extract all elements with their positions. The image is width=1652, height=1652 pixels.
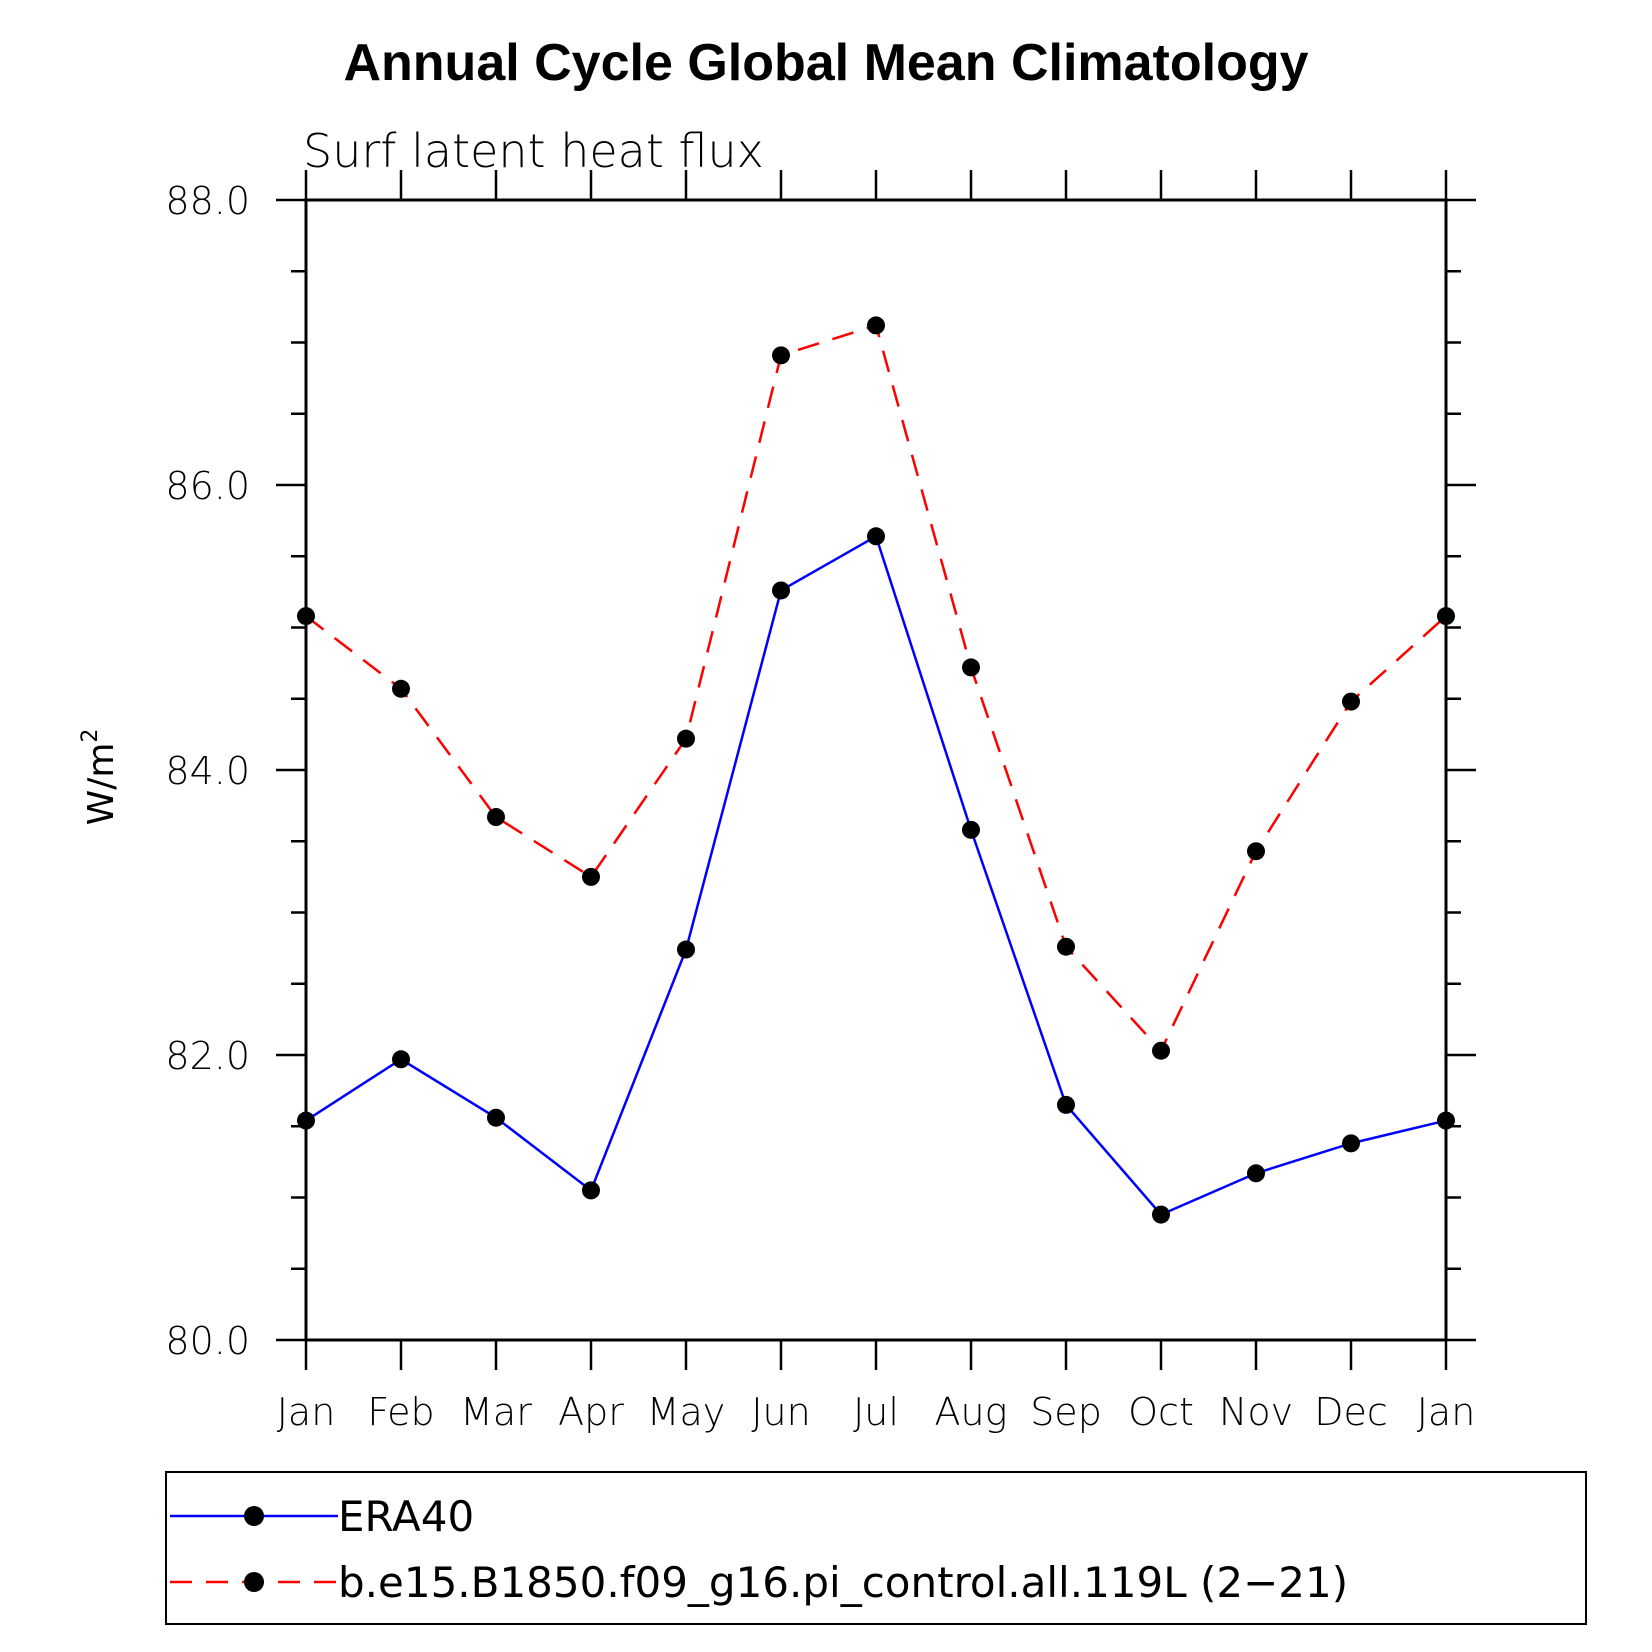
data-point-s1-8	[1057, 938, 1075, 956]
chart: Annual Cycle Global Mean Climatology Sur…	[0, 0, 1652, 1652]
x-tick-label: Jan	[277, 1390, 336, 1434]
data-point-s1-9	[1152, 1042, 1170, 1060]
data-point-s1-11	[1342, 693, 1360, 711]
x-tick-label: Jun	[751, 1390, 810, 1434]
data-point-s0-11	[1342, 1134, 1360, 1152]
data-point-s1-10	[1247, 842, 1265, 860]
y-axis-label: W/m2	[78, 729, 122, 826]
y-tick-label: 86.0	[165, 464, 250, 508]
x-tick-label: Oct	[1128, 1390, 1194, 1434]
x-tick-label: Nov	[1219, 1390, 1293, 1434]
x-tick-label: Aug	[935, 1390, 1008, 1434]
data-point-s0-8	[1057, 1096, 1075, 1114]
legend-label-model: b.e15.B1850.f09_g16.pi_control.all.119L …	[338, 1558, 1348, 1607]
x-tick-label: Mar	[460, 1390, 532, 1434]
x-tick-labels: Jan Feb Mar Apr May Jun Jul Aug Sep Oct Nov Dec Jan	[277, 1390, 1476, 1434]
legend-marker-era40	[244, 1506, 264, 1526]
y-tick-label: 84.0	[165, 749, 250, 793]
data-point-s1-3	[582, 868, 600, 886]
data-point-s0-10	[1247, 1164, 1265, 1182]
legend: ERA40 b.e15.B1850.f09_g16.pi_control.all…	[166, 1472, 1586, 1624]
x-tick-label: Jul	[853, 1390, 899, 1434]
data-point-s0-7	[962, 821, 980, 839]
y-tick-label: 88.0	[165, 179, 250, 223]
data-point-s0-3	[582, 1181, 600, 1199]
chart-subtitle: Surf latent heat flux	[303, 124, 764, 178]
y-tick-label: 82.0	[165, 1034, 250, 1078]
x-tick-label: Sep	[1030, 1390, 1102, 1434]
data-point-s1-4	[677, 730, 695, 748]
y-tick-label: 80.0	[165, 1319, 250, 1363]
x-tick-label: Apr	[558, 1390, 624, 1434]
data-point-s0-4	[677, 941, 695, 959]
x-tick-label: Feb	[367, 1390, 434, 1434]
data-point-s1-1	[392, 680, 410, 698]
x-tick-label: Dec	[1314, 1390, 1388, 1434]
axis-ticks	[276, 170, 1476, 1370]
x-tick-label: Jan	[1417, 1390, 1476, 1434]
legend-label-era40: ERA40	[338, 1492, 474, 1541]
data-point-s1-5	[772, 346, 790, 364]
data-point-s0-1	[392, 1050, 410, 1068]
data-point-s0-2	[487, 1109, 505, 1127]
data-point-s1-7	[962, 658, 980, 676]
series-layer	[297, 316, 1455, 1223]
data-point-s1-2	[487, 808, 505, 826]
plot-frame	[306, 200, 1446, 1340]
data-point-s0-9	[1152, 1206, 1170, 1224]
x-tick-label: May	[647, 1390, 726, 1434]
chart-title: Annual Cycle Global Mean Climatology	[343, 34, 1308, 92]
series-line-0	[306, 536, 1446, 1214]
y-tick-labels: 80.0 82.0 84.0 86.0 88.0	[165, 179, 250, 1363]
data-point-s0-6	[867, 527, 885, 545]
data-point-s0-5	[772, 581, 790, 599]
data-point-s1-6	[867, 316, 885, 334]
series-line-1	[306, 325, 1446, 1050]
legend-marker-model	[244, 1572, 264, 1592]
